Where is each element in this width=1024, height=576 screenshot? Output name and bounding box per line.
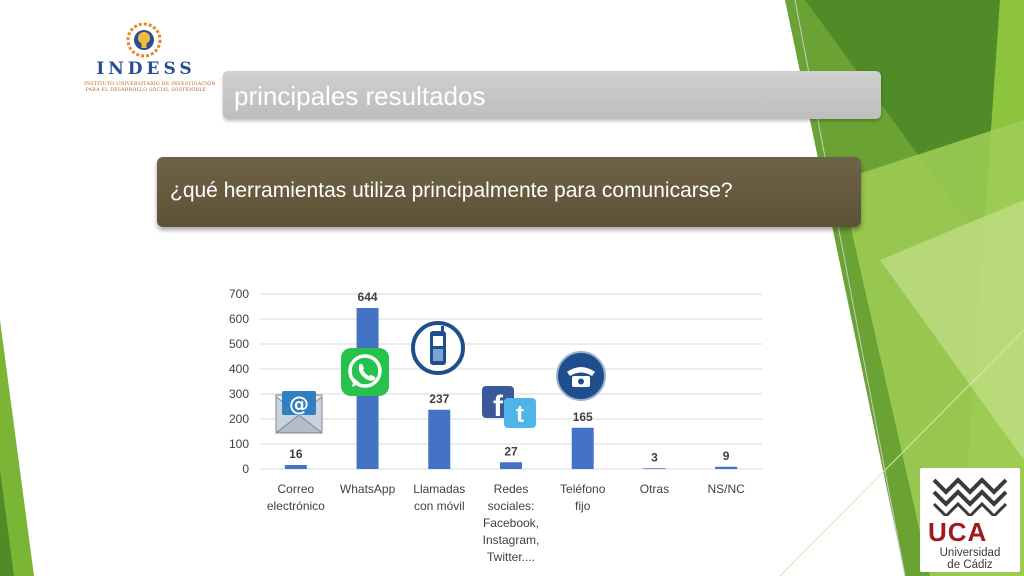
- category-label: WhatsApp: [340, 482, 396, 496]
- slide-question: ¿qué herramientas utiliza principalmente…: [170, 179, 733, 202]
- category-label: NS/NC: [707, 482, 745, 496]
- data-label: 27: [504, 444, 518, 458]
- svg-text:t: t: [516, 401, 524, 428]
- y-tick-label: 500: [229, 337, 249, 351]
- bar: [500, 462, 522, 469]
- y-tick-label: 600: [229, 312, 249, 326]
- y-tick-label: 400: [229, 362, 249, 376]
- category-label: Redes sociales: Facebook, Instagram, Twitter…: [483, 482, 540, 564]
- y-tick-label: 300: [229, 387, 249, 401]
- social-networks-icon: f t: [482, 386, 536, 428]
- category-label: Otras: [640, 482, 669, 496]
- uca-emblem-icon: [932, 477, 1008, 516]
- slide-title: principales resultados: [234, 81, 486, 111]
- svg-text:@: @: [289, 392, 309, 416]
- data-label: 165: [573, 410, 593, 424]
- data-label: 9: [723, 449, 730, 463]
- indess-logo: INDESS INSTITUTO UNIVERSITARIO DE INVEST…: [84, 22, 216, 96]
- data-label: 16: [289, 447, 303, 461]
- data-label: 644: [358, 290, 378, 304]
- data-label: 237: [429, 392, 449, 406]
- bar: [428, 409, 451, 469]
- title-bar: principales resultados: [223, 71, 881, 119]
- category-label: Correo electrónico: [267, 482, 325, 513]
- indess-logo-icon: [126, 22, 162, 58]
- mobile-phone-icon: [411, 321, 465, 375]
- bar: [715, 466, 738, 469]
- email-icon: @: [274, 391, 324, 434]
- y-tick-label: 200: [229, 412, 249, 426]
- svg-text:f: f: [493, 390, 504, 423]
- y-tick-label: 700: [229, 287, 249, 301]
- uca-logo-line-2: de Cádiz: [947, 559, 993, 571]
- landline-phone-icon: [556, 351, 606, 401]
- y-tick-label: 0: [242, 462, 249, 476]
- y-tick-label: 100: [229, 437, 249, 451]
- data-label: 3: [651, 450, 658, 464]
- logo-subtitle-1: INSTITUTO UNIVERSITARIO DE INVESTIGACIÓN: [84, 82, 216, 87]
- category-label: Teléfono fijo: [560, 482, 606, 513]
- bar: [571, 427, 594, 469]
- logo-text: INDESS: [96, 59, 196, 79]
- uca-logo-name: UCA: [928, 517, 988, 547]
- bar: [284, 465, 307, 469]
- uca-logo: UCA Universidad de Cádiz: [920, 468, 1020, 572]
- category-label: Llamadas con móvil: [413, 482, 465, 513]
- logo-subtitle-2: PARA EL DESARROLLO SOCIAL SOSTENIBLE: [85, 88, 207, 93]
- bar: [643, 468, 666, 469]
- uca-logo-line-1: Universidad: [939, 547, 1001, 559]
- question-bar: ¿qué herramientas utiliza principalmente…: [157, 157, 861, 227]
- whatsapp-icon: [341, 348, 389, 396]
